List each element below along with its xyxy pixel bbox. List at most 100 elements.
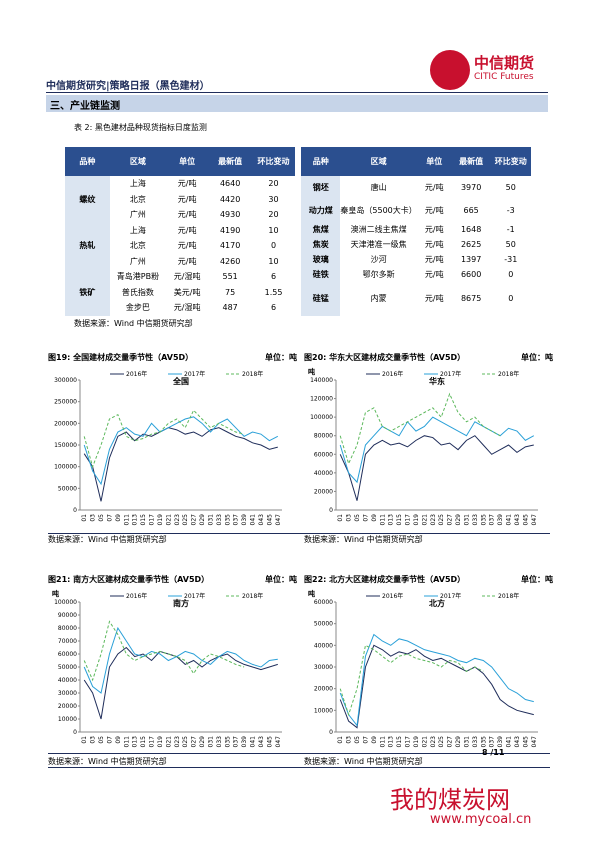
column-header: 品种: [65, 147, 110, 176]
x-tick-label: 03: [346, 514, 353, 522]
x-tick-label: 015: [396, 514, 403, 526]
cell: 元/吨: [177, 179, 197, 189]
product-cell: 热轧: [65, 222, 110, 269]
x-tick-label: 041: [250, 736, 257, 748]
y-axis-label: 吨: [308, 589, 315, 598]
cell: 4260: [219, 256, 241, 266]
product-cell: 焦炭: [301, 237, 341, 252]
cell: 4420: [219, 194, 241, 204]
x-tick-label: 029: [455, 736, 462, 748]
row: 广州 元/吨 4930 20: [65, 207, 295, 223]
x-tick-label: 019: [157, 736, 164, 748]
x-tick-label: 045: [522, 514, 529, 526]
legend-label: 2018年: [242, 592, 263, 600]
product-cell: 钢坯: [301, 176, 341, 198]
x-tick-label: 023: [430, 736, 437, 748]
x-tick-label: 09: [371, 514, 378, 522]
x-tick-label: 033: [216, 736, 223, 748]
figure-source: 数据来源：Wind 中信期货研究部: [48, 757, 167, 766]
rule: [48, 753, 550, 754]
cell: 元/吨: [424, 240, 444, 249]
x-tick-label: 015: [396, 736, 403, 748]
x-tick-label: 041: [250, 514, 257, 526]
cell: 1.55: [264, 287, 283, 297]
column-header: 环比变动: [252, 147, 295, 176]
x-tick-label: 039: [241, 514, 248, 526]
y-tick-label: 140000: [310, 377, 333, 384]
y-tick-label: 100000: [54, 599, 77, 606]
y-tick-label: 100000: [54, 464, 77, 471]
column-header: 最新值: [208, 147, 253, 176]
y-tick-label: 50000: [314, 621, 333, 628]
x-tick-label: 031: [463, 514, 470, 526]
y-tick-label: 120000: [310, 396, 333, 403]
x-tick-label: 027: [447, 736, 454, 748]
cell: 2625: [460, 240, 482, 249]
x-tick-label: 07: [362, 736, 369, 744]
cell: 天津港准一级焦: [350, 240, 407, 249]
x-tick-label: 015: [140, 736, 147, 748]
x-tick-label: 023: [430, 514, 437, 526]
x-tick-label: 047: [531, 736, 538, 748]
figure-caption: 图22: 北方大区建材成交量季节性（AV5D）: [304, 575, 466, 584]
chart-title: 华东: [429, 376, 445, 386]
cell: 金步巴: [125, 303, 150, 313]
cell: 北京: [129, 241, 146, 251]
cell: 10: [268, 225, 279, 235]
logo-en: CITIC Futures: [474, 72, 534, 82]
x-tick-label: 05: [354, 736, 361, 744]
column-header: 最新值: [451, 147, 491, 176]
cell: 内蒙: [370, 294, 387, 304]
x-tick-label: 041: [506, 514, 513, 526]
cell: 唐山: [370, 182, 387, 192]
cell: 元/吨: [424, 225, 444, 234]
cell: 元/吨: [424, 270, 444, 279]
legend-label: 2017年: [184, 592, 205, 600]
cell: 上海: [129, 225, 146, 235]
y-tick-label: 40000: [58, 677, 77, 684]
legend-label: 2016年: [382, 592, 403, 600]
y-tick-label: 20000: [314, 488, 333, 495]
x-tick-label: 043: [514, 514, 521, 526]
logo-icon: [430, 50, 470, 90]
cell: 0: [508, 270, 514, 279]
cell: 北京: [129, 194, 146, 204]
header-title: 中信期货研究|策略日报（黑色建材）: [46, 81, 210, 92]
legend-label: 2017年: [184, 370, 205, 378]
product-cell: 硅铁: [301, 267, 341, 282]
x-tick-label: 029: [199, 736, 206, 748]
row: 普氏指数 美元/吨 75 1.55: [65, 285, 295, 301]
x-tick-label: 037: [489, 514, 496, 526]
watermark-url: www.mycoal.cn: [430, 812, 532, 827]
x-tick-label: 021: [421, 514, 428, 526]
cell: 4640: [219, 179, 241, 189]
cell: 50: [505, 240, 516, 249]
row: 动力煤 秦皇岛（5500大卡） 元/吨 665 -3: [301, 198, 531, 222]
x-tick-label: 09: [115, 736, 122, 744]
row: 焦煤 澳洲二线主焦煤 元/吨 1648 -1: [301, 222, 531, 237]
cell: 元/湿吨: [173, 303, 201, 313]
x-tick-label: 013: [132, 514, 139, 526]
rule: [48, 767, 550, 768]
figure-source: 数据来源：Wind 中信期货研究部: [304, 535, 423, 544]
column-header: 单位: [166, 147, 209, 176]
cell: -31: [504, 255, 518, 264]
y-tick-label: 30000: [314, 664, 333, 671]
cell: 4170: [219, 241, 241, 251]
x-tick-label: 047: [275, 514, 282, 526]
product-cell: 铁矿: [65, 269, 110, 316]
legend-label: 2018年: [498, 592, 519, 600]
legend-label: 2017年: [440, 370, 461, 378]
column-header: 区域: [340, 147, 417, 176]
x-tick-label: 011: [123, 514, 130, 526]
figure-unit: 单位：吨: [521, 353, 553, 362]
row: 焦炭 天津港准一级焦 元/吨 2625 50: [301, 237, 531, 252]
x-tick-label: 045: [266, 736, 273, 748]
x-tick-label: 025: [182, 736, 189, 748]
y-tick-label: 250000: [54, 399, 77, 406]
cell: 广州: [129, 210, 146, 220]
y-tick-label: 90000: [58, 612, 77, 619]
cell: 上海: [129, 179, 146, 189]
series-line: [83, 620, 245, 682]
